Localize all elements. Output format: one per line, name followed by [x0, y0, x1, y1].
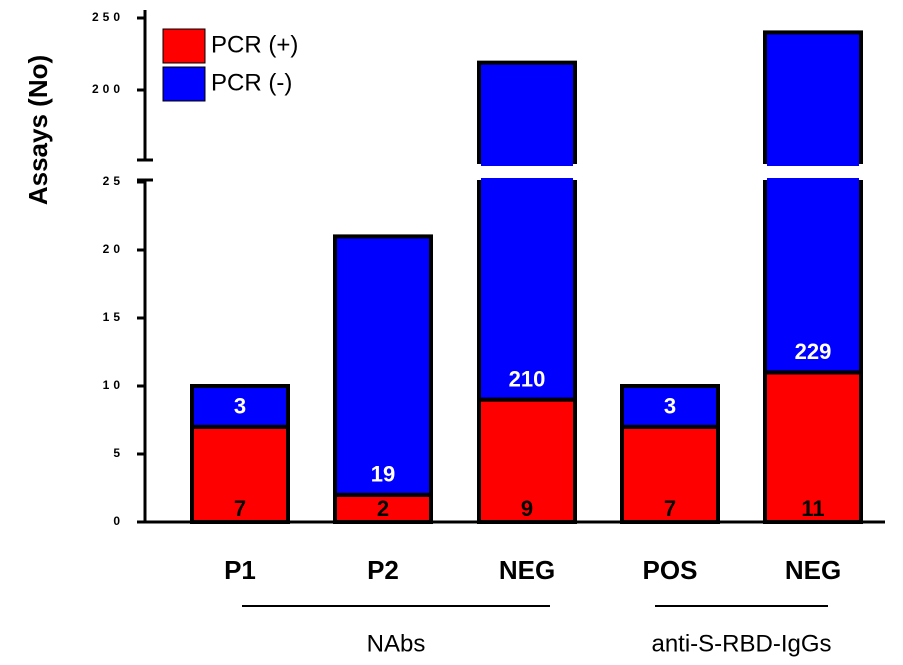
value-label: 210 [509, 366, 546, 391]
legend-swatch [162, 66, 206, 102]
x-tick-label: P2 [367, 555, 399, 585]
x-tick-label: NEG [785, 555, 841, 585]
legend-swatch [162, 28, 206, 64]
bar-segment [477, 397, 577, 525]
y-tick-label: 20 [103, 242, 124, 256]
y-tick-label: 15 [103, 310, 124, 324]
value-label: 11 [801, 496, 824, 521]
bar-break-cover [767, 158, 859, 166]
value-label: 3 [664, 394, 676, 419]
x-tick-label: NEG [499, 555, 555, 585]
bar-segment [763, 180, 863, 375]
y-tick-label: 25 [103, 174, 124, 188]
y-tick-label: 200 [92, 82, 124, 96]
y-axis-label: Assays (No) [23, 55, 53, 205]
bar-segment [190, 424, 290, 524]
value-label: 3 [234, 394, 246, 419]
bar-break-cover [481, 178, 573, 186]
value-label: 7 [234, 496, 246, 521]
bar-segment [620, 424, 720, 524]
x-tick-label: POS [643, 555, 698, 585]
legend-label: PCR (+) [211, 31, 298, 58]
bar-segment [333, 492, 433, 524]
y-tick-label: 5 [113, 446, 124, 460]
y-tick-label: 250 [92, 10, 124, 24]
bar-segment [477, 60, 577, 164]
value-label: 7 [664, 496, 676, 521]
legend-label: PCR (-) [211, 69, 292, 96]
value-label: 19 [371, 462, 395, 487]
value-label: 229 [795, 339, 832, 364]
bar-segment [763, 30, 863, 165]
bar-segment [763, 370, 863, 524]
group-label: NAbs [367, 630, 426, 657]
bar-segment [477, 180, 577, 402]
group-label: anti-S-RBD-IgGs [651, 630, 831, 657]
bar-break-cover [767, 178, 859, 186]
bar-segment [333, 234, 433, 497]
bar-break-cover [481, 158, 573, 166]
x-tick-label: P1 [224, 555, 256, 585]
y-tick-label: 10 [103, 378, 124, 392]
value-label: 2 [377, 496, 389, 521]
value-label: 9 [521, 496, 533, 521]
bar-segment [620, 384, 720, 429]
y-tick-label: 0 [113, 514, 124, 528]
bar-segment [190, 384, 290, 429]
